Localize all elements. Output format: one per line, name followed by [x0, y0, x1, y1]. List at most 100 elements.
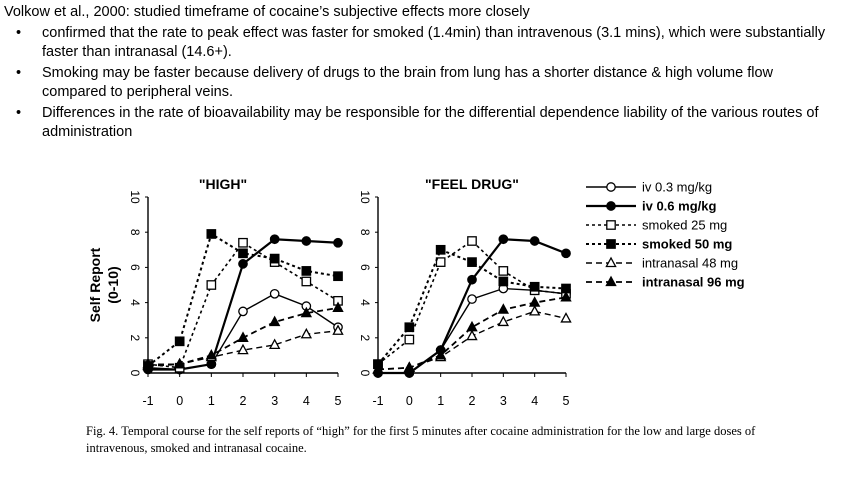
bullet-text: confirmed that the rate to peak effect w…: [42, 25, 826, 60]
series-5: [372, 305, 572, 374]
series-4: [373, 244, 571, 370]
x-tick-label: 4: [303, 394, 310, 408]
data-point-marker: [174, 336, 185, 347]
y-tick-label: 2: [358, 334, 372, 341]
x-tick-label: -1: [372, 394, 383, 408]
series-2: [373, 234, 571, 378]
data-point-marker: [466, 329, 478, 341]
x-tick-label: 3: [271, 394, 278, 408]
x-tick-label: 4: [531, 394, 538, 408]
y-tick-label: 0: [128, 370, 142, 377]
chart-panel-2: "FEEL DRUG" -1 0 1 2 3 4 5 0 2 4 6 8 10: [358, 176, 572, 408]
y-tick-label: 4: [358, 299, 372, 306]
figure-caption: Fig. 4. Temporal course for the self rep…: [86, 424, 756, 455]
data-point-marker: [498, 266, 509, 276]
data-point-marker: [372, 363, 384, 374]
data-point-marker: [301, 236, 312, 246]
series-6: [372, 290, 572, 374]
data-point-marker: [238, 259, 248, 269]
data-point-marker: [238, 248, 248, 259]
data-point-marker: [606, 239, 616, 249]
legend-label: intranasal 48 mg: [642, 256, 738, 271]
data-point-marker: [605, 275, 617, 287]
y-tick-label: 10: [128, 190, 142, 204]
data-point-marker: [606, 182, 616, 192]
bullet-text: Differences in the rate of bioavailabili…: [42, 105, 819, 140]
data-point-marker: [269, 234, 280, 245]
data-point-marker: [142, 359, 154, 371]
bullet-text: Smoking may be faster because delivery o…: [42, 65, 774, 100]
data-point-marker: [269, 288, 280, 299]
y-tick-label: 6: [128, 264, 142, 271]
data-point-marker: [300, 327, 313, 339]
bullet-dot: •: [16, 105, 22, 121]
y-tick-label: 10: [358, 190, 372, 204]
x-tick-label: 2: [240, 394, 247, 408]
chart-legend: iv 0.3 mg/kg iv 0.6 mg/kg smoked 25 mg smok…: [586, 180, 745, 290]
self-report-figure: "HIGH" -1 0 1 2 3 4 5 0 2 4 6 8 10 Self Report (0-10) "F…: [87, 176, 745, 408]
x-tick-label: 2: [469, 394, 476, 408]
slide-title: Volkow et al., 2000: studied timeframe o…: [4, 4, 530, 20]
bullet-item: • Smoking may be faster because delivery …: [16, 64, 836, 102]
bullet-list: • confirmed that the rate to peak effect …: [16, 24, 836, 144]
y-tick-label: 2: [128, 334, 142, 341]
legend-label: smoked 50 mg: [642, 237, 732, 252]
data-point-marker: [173, 357, 186, 369]
data-point-marker: [237, 343, 249, 355]
data-point-marker: [404, 334, 415, 345]
data-point-marker: [466, 320, 478, 332]
data-point-marker: [332, 324, 344, 335]
y-tick-label: 4: [128, 299, 142, 306]
data-point-marker: [560, 290, 572, 302]
x-tick-label: 5: [335, 394, 342, 408]
data-point-marker: [206, 229, 217, 239]
data-point-marker: [560, 312, 572, 323]
x-tick-label: 1: [208, 394, 215, 408]
data-point-marker: [205, 349, 218, 360]
data-point-marker: [467, 236, 477, 246]
data-point-marker: [206, 280, 217, 290]
data-point-marker: [435, 244, 446, 255]
chart-title: "FEEL DRUG": [425, 176, 519, 192]
data-point-marker: [301, 266, 312, 276]
legend-label: iv 0.6 mg/kg: [642, 199, 716, 214]
y-tick-label: 6: [358, 264, 372, 271]
x-tick-label: -1: [142, 394, 153, 408]
legend-label: iv 0.3 mg/kg: [642, 180, 712, 195]
data-point-marker: [269, 253, 280, 264]
y-axis-label: Self Report: [87, 247, 103, 322]
data-point-marker: [606, 220, 616, 230]
data-point-marker: [528, 305, 541, 316]
data-point-marker: [497, 315, 510, 327]
data-point-marker: [237, 331, 249, 342]
data-point-marker: [268, 315, 281, 327]
data-point-marker: [333, 237, 343, 248]
bullet-dot: •: [16, 65, 22, 81]
y-axis-label: (0-10): [105, 266, 121, 303]
x-tick-label: 5: [563, 394, 570, 408]
data-point-marker: [498, 234, 509, 245]
data-point-marker: [498, 276, 509, 287]
data-point-marker: [332, 301, 344, 313]
data-point-marker: [301, 276, 312, 287]
bullet-item: • Differences in the rate of bioavailabil…: [16, 104, 836, 142]
data-point-marker: [528, 296, 541, 307]
data-point-marker: [467, 274, 477, 285]
chart-title: "HIGH": [199, 176, 247, 192]
data-point-marker: [529, 236, 540, 246]
x-tick-label: 0: [176, 394, 183, 408]
series-6: [142, 301, 344, 371]
data-point-marker: [467, 294, 477, 304]
data-point-marker: [434, 349, 447, 360]
data-point-marker: [238, 306, 248, 317]
x-tick-label: 1: [437, 394, 444, 408]
data-point-marker: [403, 361, 416, 372]
legend-label: smoked 25 mg: [642, 218, 727, 233]
y-tick-label: 8: [358, 229, 372, 236]
y-tick-label: 8: [128, 229, 142, 236]
data-point-marker: [404, 322, 415, 333]
data-point-marker: [435, 257, 446, 267]
data-point-marker: [561, 248, 571, 259]
bullet-dot: •: [16, 25, 22, 41]
data-point-marker: [300, 306, 313, 318]
